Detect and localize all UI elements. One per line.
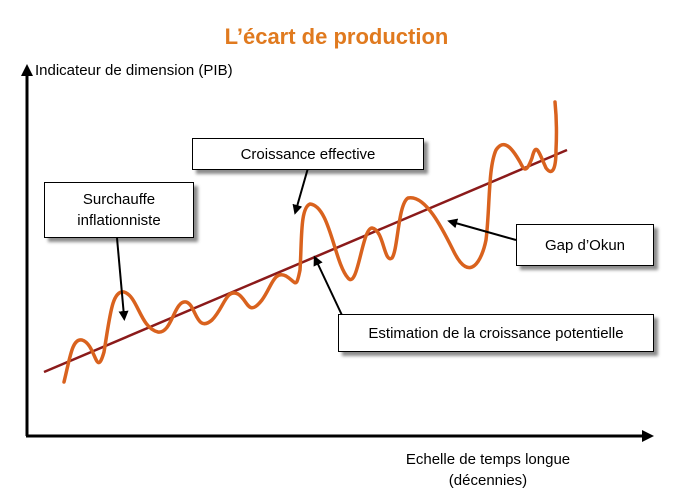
- callout-surchauffe-line2: inflationniste: [77, 212, 161, 229]
- arrow-croissance-effective: [292, 167, 309, 215]
- actual-growth-curve: [62, 100, 559, 384]
- diagram-title: L’écart de production: [224, 24, 449, 49]
- x-axis-label-line1: Echelle de temps longue: [405, 451, 571, 468]
- callout-surchauffe: Surchauffe inflationniste: [44, 182, 194, 238]
- x-axis-label: Echelle de temps longue (décennies): [378, 449, 598, 491]
- callout-surchauffe-line1: Surchauffe: [82, 191, 156, 208]
- callout-croissance-potentielle: Estimation de la croissance potentielle: [338, 314, 654, 352]
- callout-croissance-effective: Croissance effective: [192, 138, 424, 170]
- arrow-gap-okun: [447, 218, 517, 241]
- potential-growth-line: [43, 148, 568, 374]
- x-axis-label-line2: (décennies): [448, 472, 528, 489]
- arrow-surchauffe: [116, 237, 129, 321]
- callout-gap-okun: Gap d’Okun: [516, 224, 654, 266]
- y-axis-label: Indicateur de dimension (PIB): [35, 62, 233, 79]
